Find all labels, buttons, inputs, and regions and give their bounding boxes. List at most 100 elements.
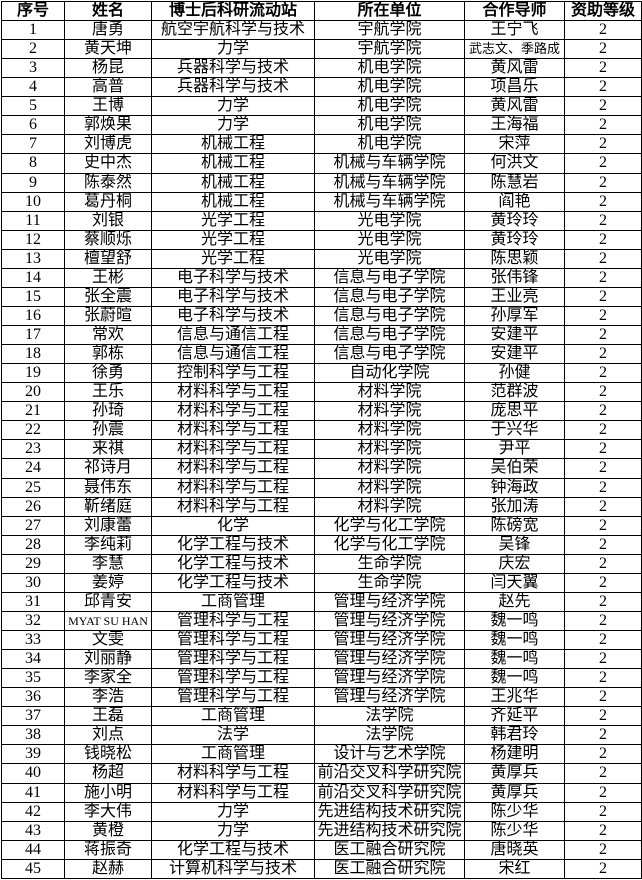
cell-research-station: 管理科学与工程: [151, 687, 315, 708]
cell-unit-text: 管理与经济学院: [333, 592, 446, 610]
cell-serial-number-text: 22: [25, 421, 41, 439]
cell-research-station-text: 管理科学与工程: [176, 688, 289, 706]
cell-serial-number: 40: [1, 763, 65, 784]
cell-funding-level: 2: [564, 324, 642, 346]
cell-supervisor: 魏一鸣: [464, 668, 565, 689]
cell-research-station-text: 化学工程与技术: [176, 535, 289, 553]
cell-unit: 前沿交叉科学研究院: [314, 763, 465, 784]
cell-name: 刘点: [64, 725, 152, 746]
cell-supervisor: 韩君玲: [464, 725, 565, 746]
cell-funding-level-text: 2: [599, 421, 607, 439]
cell-name: 郭焕果: [64, 115, 152, 136]
cell-research-station: 机械工程: [151, 134, 315, 155]
cell-supervisor-text: 王海福: [490, 116, 539, 134]
cell-supervisor: 宋红: [464, 858, 565, 880]
cell-serial-number: 27: [1, 515, 65, 536]
table-row: 34 刘丽静 管理科学与工程 管理与经济学院 魏一鸣 2: [1, 649, 642, 670]
cell-name: 黄天坤: [64, 39, 152, 60]
cell-research-station-text: 控制科学与工程: [176, 364, 289, 382]
cell-name: 史中杰: [64, 153, 152, 174]
cell-supervisor-text: 宋萍: [498, 135, 531, 153]
cell-funding-level-text: 2: [599, 230, 607, 248]
cell-serial-number-text: 20: [25, 383, 41, 401]
cell-serial-number: 21: [1, 401, 65, 422]
cell-supervisor: 项昌乐: [464, 77, 565, 98]
cell-name-text: 来祺: [91, 440, 124, 458]
cell-supervisor: 赵先: [464, 591, 565, 612]
cell-serial-number-text: 31: [25, 592, 41, 610]
cell-serial-number-text: 14: [25, 268, 41, 286]
table-row: 29 李慧 化学工程与技术 生命学院 庆宏 2: [1, 553, 642, 574]
table-row: 36 李浩 管理科学与工程 管理与经济学院 王兆华 2: [1, 687, 642, 708]
cell-serial-number-text: 44: [25, 840, 41, 858]
cell-supervisor: 黄厚兵: [464, 782, 565, 803]
table-row: 43 黄橙 力学 先进结构技术研究院 陈少华 2: [1, 820, 642, 841]
cell-supervisor-text: 陈思颖: [490, 249, 539, 267]
cell-unit-text: 材料学院: [357, 478, 422, 496]
cell-research-station-text: 兵器科学与技术: [176, 59, 289, 77]
cell-serial-number: 22: [1, 420, 65, 441]
table-row: 6 郭焕果 力学 机电学院 王海福 2: [1, 115, 642, 136]
cell-serial-number: 13: [1, 248, 65, 269]
cell-funding-level: 2: [564, 687, 642, 708]
cell-research-station-text: 管理科学与工程: [176, 669, 289, 687]
cell-serial-number-text: 15: [25, 287, 41, 305]
cell-unit-text: 信息与电子学院: [333, 326, 446, 344]
cell-funding-level-text: 2: [599, 173, 607, 191]
cell-research-station: 信息与通信工程: [151, 324, 315, 346]
cell-supervisor-text: 黄玲玲: [490, 211, 539, 229]
cell-name-text: 蒋振奇: [83, 840, 132, 858]
cell-research-station-text: 光学工程: [200, 211, 265, 229]
cell-funding-level-text: 2: [599, 592, 607, 610]
cell-unit: 材料学院: [314, 439, 465, 460]
cell-supervisor-text: 张伟锋: [490, 268, 539, 286]
cell-name-text: 李浩: [91, 688, 124, 706]
cell-serial-number: 41: [1, 782, 65, 803]
cell-name-text: 刘康蕾: [83, 516, 132, 534]
cell-name: 邱青安: [64, 591, 152, 612]
cell-funding-level: 2: [564, 77, 642, 98]
cell-serial-number: 28: [1, 534, 65, 555]
table-row: 17 常欢 信息与通信工程 信息与电子学院 安建平 2: [1, 324, 642, 346]
cell-funding-level-text: 2: [599, 497, 607, 515]
cell-name-text: 李慧: [91, 554, 124, 572]
cell-research-station: 化学工程与技术: [151, 534, 315, 555]
table-row: 19 徐勇 控制科学与工程 自动化学院 孙健 2: [1, 363, 642, 384]
cell-unit: 先进结构技术研究院: [314, 801, 465, 822]
cell-name: 唐勇: [64, 19, 152, 41]
cell-name-text: 葛丹桐: [83, 192, 132, 210]
cell-supervisor-text: 安建平: [490, 345, 539, 363]
cell-unit: 信息与电子学院: [314, 344, 465, 365]
table-row: 25 聂伟东 材料科学与工程 材料学院 钟海政 2: [1, 477, 642, 498]
cell-supervisor-text: 吴伯荣: [490, 459, 539, 477]
cell-supervisor: 庞思平: [464, 401, 565, 422]
cell-research-station-text: 材料科学与工程: [176, 783, 289, 801]
cell-research-station: 材料科学与工程: [151, 477, 315, 498]
cell-research-station: 材料科学与工程: [151, 420, 315, 441]
table-row: 2 黄天坤 力学 宇航学院 武志文、季路成 2: [1, 39, 642, 60]
cell-serial-number-text: 18: [25, 345, 41, 363]
cell-funding-level: 2: [564, 801, 642, 822]
cell-unit-text: 信息与电子学院: [333, 306, 446, 324]
cell-research-station-text: 力学: [216, 802, 249, 820]
cell-serial-number: 9: [1, 172, 65, 193]
cell-supervisor: 魏一鸣: [464, 649, 565, 670]
cell-supervisor-text: 杨建明: [490, 745, 539, 763]
cell-research-station: 光学工程: [151, 210, 315, 231]
cell-name: 高普: [64, 77, 152, 98]
cell-name: 祁诗月: [64, 458, 152, 479]
cell-supervisor-text: 宋红: [498, 859, 531, 877]
cell-serial-number: 18: [1, 344, 65, 365]
cell-name-text: 王博: [91, 97, 124, 115]
cell-unit-text: 信息与电子学院: [333, 287, 446, 305]
cell-funding-level-text: 2: [599, 726, 607, 744]
cell-research-station-text: 工商管理: [200, 707, 265, 725]
cell-name: 王磊: [64, 706, 152, 727]
cell-research-station-text: 机械工程: [200, 192, 265, 210]
cell-research-station-text: 电子科学与技术: [176, 306, 289, 324]
table-row: 8 史中杰 机械工程 机械与车辆学院 何洪文 2: [1, 153, 642, 174]
cell-research-station-text: 光学工程: [200, 249, 265, 267]
cell-funding-level: 2: [564, 191, 642, 212]
cell-supervisor-text: 项昌乐: [490, 78, 539, 96]
cell-supervisor-text: 阎艳: [498, 192, 531, 210]
